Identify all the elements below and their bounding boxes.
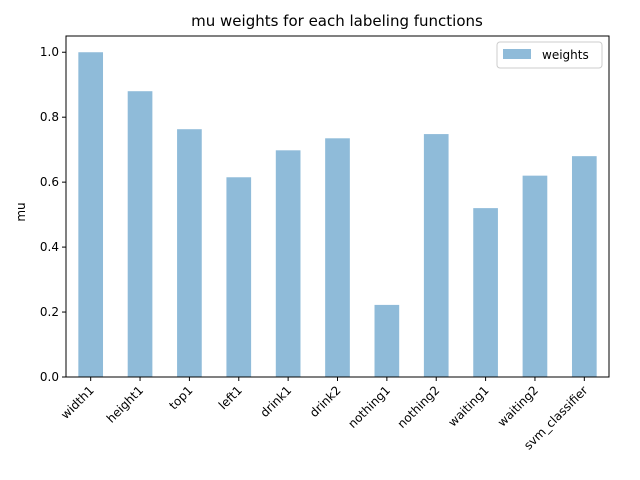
y-tick-label: 1.0 bbox=[40, 45, 59, 59]
y-tick-label: 0.8 bbox=[40, 110, 59, 124]
bar-top1 bbox=[177, 129, 202, 377]
bar-drink1 bbox=[275, 150, 301, 377]
y-tick-label: 0.2 bbox=[40, 305, 59, 319]
bar-height1 bbox=[127, 91, 153, 378]
y-tick-label: 0.0 bbox=[40, 370, 59, 384]
plot-frame bbox=[65, 35, 610, 378]
legend-swatch bbox=[503, 49, 531, 59]
bars-group bbox=[78, 52, 597, 378]
bar-svm_classifier bbox=[571, 156, 597, 377]
y-axis-label: mu bbox=[14, 202, 28, 221]
chart-title: mu weights for each labeling functions bbox=[191, 12, 483, 30]
legend-label: weights bbox=[542, 48, 589, 62]
y-tick-label: 0.6 bbox=[40, 175, 59, 189]
bar-nothing2 bbox=[423, 134, 449, 377]
bar-drink2 bbox=[325, 138, 350, 377]
legend-frame bbox=[496, 41, 603, 69]
y-axis: 0.0 0.2 0.4 0.6 0.8 1.0 bbox=[40, 45, 66, 384]
bar-left1 bbox=[226, 177, 252, 377]
y-tick-label: 0.4 bbox=[40, 240, 59, 254]
bar-waiting2 bbox=[522, 175, 548, 377]
legend: weights bbox=[496, 41, 603, 69]
bar-width1 bbox=[78, 52, 104, 378]
bar-waiting1 bbox=[473, 208, 498, 377]
bar-nothing1 bbox=[374, 304, 400, 377]
